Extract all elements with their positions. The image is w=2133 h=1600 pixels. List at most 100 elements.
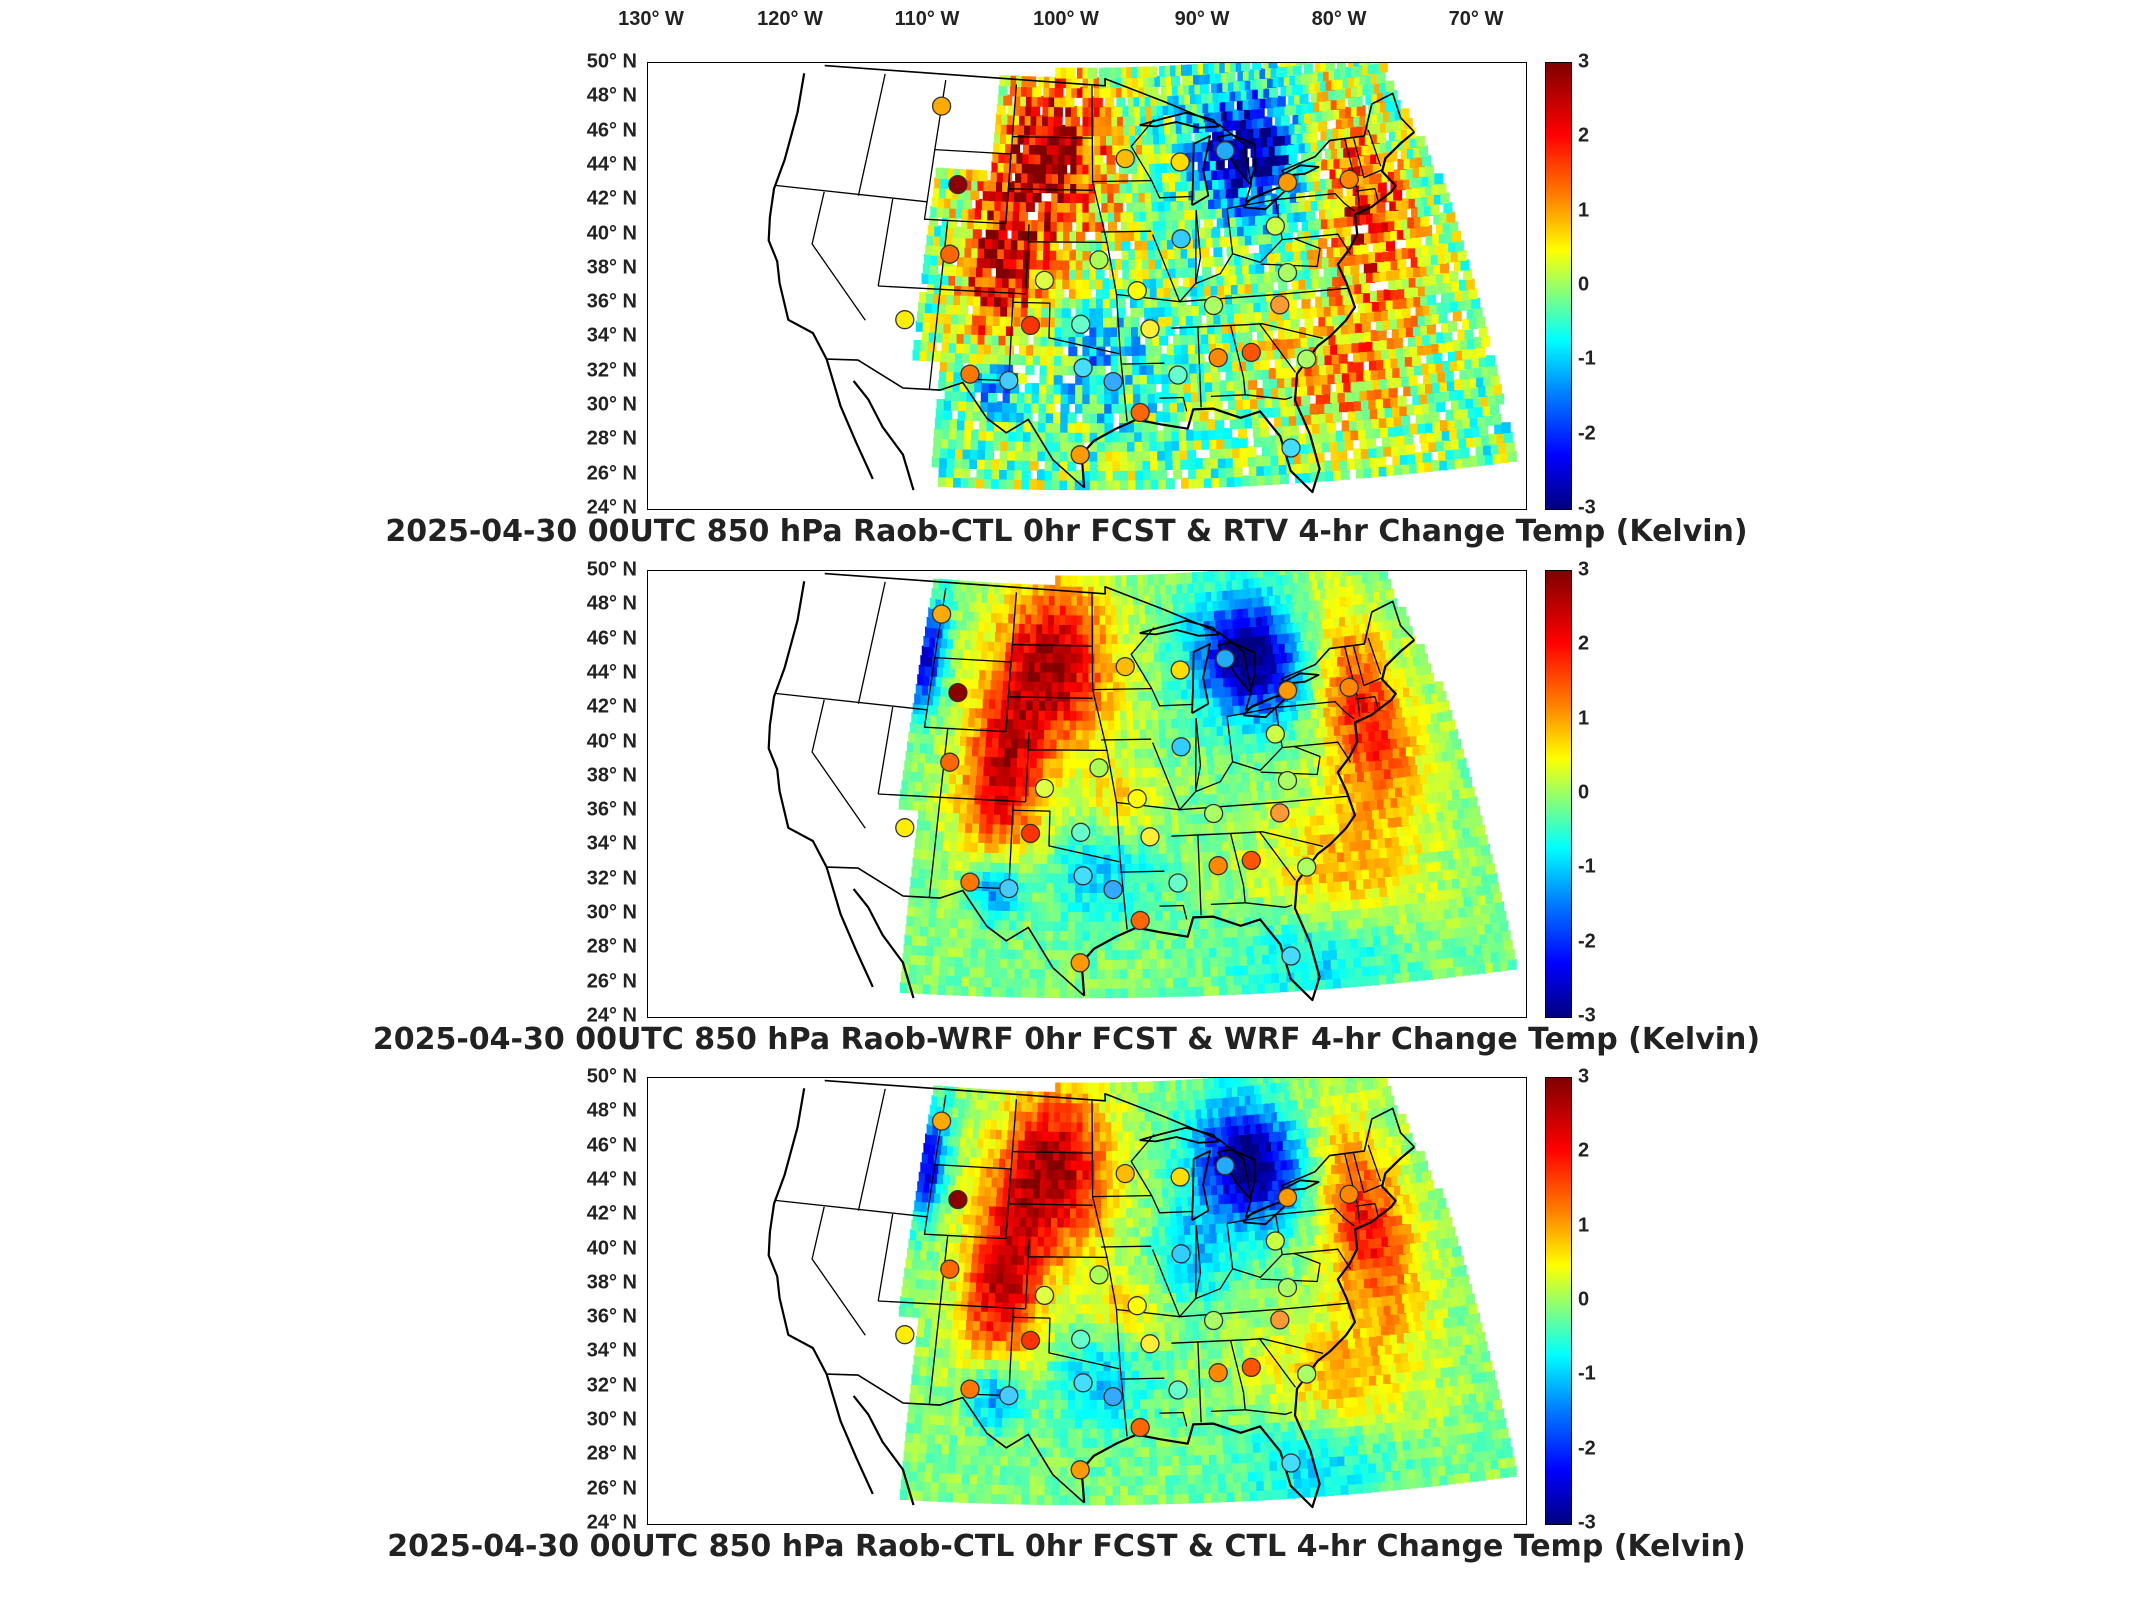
raob-station-marker <box>1241 850 1261 871</box>
lat-label: 38° N <box>586 1271 637 1294</box>
raob-station-marker <box>1130 402 1150 423</box>
lat-label: 30° N <box>586 901 637 924</box>
raob-station-marker <box>1203 1310 1224 1331</box>
raob-station-marker <box>1277 770 1298 791</box>
raob-station-marker <box>1170 660 1190 680</box>
lat-label: 38° N <box>586 764 637 787</box>
lat-label: 28° N <box>586 935 637 958</box>
raob-stations <box>895 96 1359 465</box>
raob-station-marker <box>1171 737 1191 757</box>
raob-station-marker <box>940 244 960 264</box>
raob-station-marker <box>1168 365 1188 385</box>
lat-label: 24° N <box>586 496 637 519</box>
raob-station-marker <box>1215 141 1235 161</box>
raob-station-marker <box>1241 342 1261 363</box>
raob-station-marker <box>1265 1231 1285 1251</box>
raob-station-marker <box>1281 1453 1301 1473</box>
colorbar <box>1545 1077 1572 1525</box>
raob-station-marker <box>1115 656 1135 677</box>
lat-label: 46° N <box>586 1134 637 1157</box>
raob-station-marker <box>1089 758 1109 778</box>
raob-station-marker <box>1208 348 1228 368</box>
colorbar-tick-label: 1 <box>1578 1214 1590 1237</box>
raob-station-marker <box>895 310 915 330</box>
lat-label: 50° N <box>586 50 637 73</box>
raob-station-marker <box>1297 1364 1317 1384</box>
raob-station-marker <box>1115 1163 1135 1184</box>
raob-station-marker <box>1203 803 1224 824</box>
lat-label: 48° N <box>586 1099 637 1122</box>
lat-label: 36° N <box>586 1305 637 1328</box>
colorbar-tick-label: 0 <box>1578 273 1590 296</box>
raob-station-marker <box>948 174 968 195</box>
raob-station-marker <box>1130 1417 1150 1438</box>
raob-station-marker <box>1070 1460 1090 1480</box>
raob-station-marker <box>999 878 1019 899</box>
colorbar-tick-label: -1 <box>1578 1362 1596 1385</box>
raob-station-marker <box>1171 229 1191 249</box>
lat-label: 30° N <box>586 1408 637 1431</box>
raob-station-marker <box>1073 358 1093 378</box>
lat-label: 34° N <box>586 832 637 855</box>
raob-station-marker <box>1170 1167 1190 1187</box>
colorbar-tick-label: -3 <box>1578 1004 1596 1027</box>
raob-station-marker <box>1127 789 1147 809</box>
lat-label: 48° N <box>586 592 637 615</box>
temperature-map <box>767 571 1517 1002</box>
lat-label: 26° N <box>586 970 637 993</box>
colorbar <box>1545 570 1572 1018</box>
raob-stations <box>895 1111 1359 1480</box>
raob-station-marker <box>931 1111 952 1131</box>
lon-label: 90° W <box>1174 8 1230 30</box>
colorbar-tick-label: 3 <box>1578 50 1590 73</box>
raob-station-marker <box>1073 866 1093 886</box>
raob-station-marker <box>1277 680 1298 701</box>
raob-station-marker <box>960 364 980 384</box>
lat-label: 26° N <box>586 462 637 485</box>
panel-title: 2025-04-30 00UTC 850 hPa Raob-CTL 0hr FC… <box>387 1529 1746 1564</box>
raob-station-marker <box>1140 1334 1160 1354</box>
lon-label: 100° W <box>1033 8 1099 30</box>
raob-station-marker <box>940 752 960 772</box>
lat-label: 44° N <box>586 661 637 684</box>
raob-station-marker <box>1168 873 1188 893</box>
lat-label: 28° N <box>586 1442 637 1465</box>
colorbar-tick-label: -3 <box>1578 1511 1596 1534</box>
colorbar-tick-label: 3 <box>1578 1065 1590 1088</box>
raob-station-marker <box>1281 438 1301 458</box>
raob-station-marker <box>1127 281 1147 301</box>
raob-station-marker <box>1103 371 1123 392</box>
lat-label: 42° N <box>586 1202 637 1225</box>
lat-label: 36° N <box>586 290 637 313</box>
raob-station-marker <box>1103 1386 1123 1407</box>
panel-title: 2025-04-30 00UTC 850 hPa Raob-CTL 0hr FC… <box>385 514 1748 549</box>
lat-label: 42° N <box>586 187 637 210</box>
raob-station-marker <box>1140 827 1160 847</box>
lat-label: 40° N <box>586 222 637 245</box>
raob-station-marker <box>1208 856 1228 876</box>
raob-station-marker <box>1089 1265 1109 1285</box>
lon-label: 120° W <box>757 8 823 30</box>
temperature-map <box>767 1078 1517 1509</box>
colorbar-tick-label: 2 <box>1578 632 1590 655</box>
raob-station-marker <box>1170 152 1190 172</box>
raob-station-marker <box>999 370 1019 391</box>
lat-label: 46° N <box>586 119 637 142</box>
lat-label: 24° N <box>586 1511 637 1534</box>
panel-title: 2025-04-30 00UTC 850 hPa Raob-WRF 0hr FC… <box>372 1022 1761 1057</box>
raob-station-marker <box>1115 148 1135 169</box>
raob-station-marker <box>1020 823 1041 844</box>
raob-station-marker <box>1130 910 1150 931</box>
raob-station-marker <box>1277 1277 1298 1298</box>
colorbar-tick-label: -1 <box>1578 855 1596 878</box>
lat-label: 32° N <box>586 359 637 382</box>
lon-label: 110° W <box>894 8 960 30</box>
raob-station-marker <box>1270 295 1290 315</box>
raob-station-marker <box>1203 295 1224 316</box>
raob-station-marker <box>1270 803 1290 823</box>
colorbar-tick-label: 0 <box>1578 1288 1590 1311</box>
raob-station-marker <box>999 1385 1019 1406</box>
lat-label: 38° N <box>586 256 637 279</box>
raob-station-marker <box>1215 649 1235 669</box>
raob-station-marker <box>1020 1330 1041 1351</box>
